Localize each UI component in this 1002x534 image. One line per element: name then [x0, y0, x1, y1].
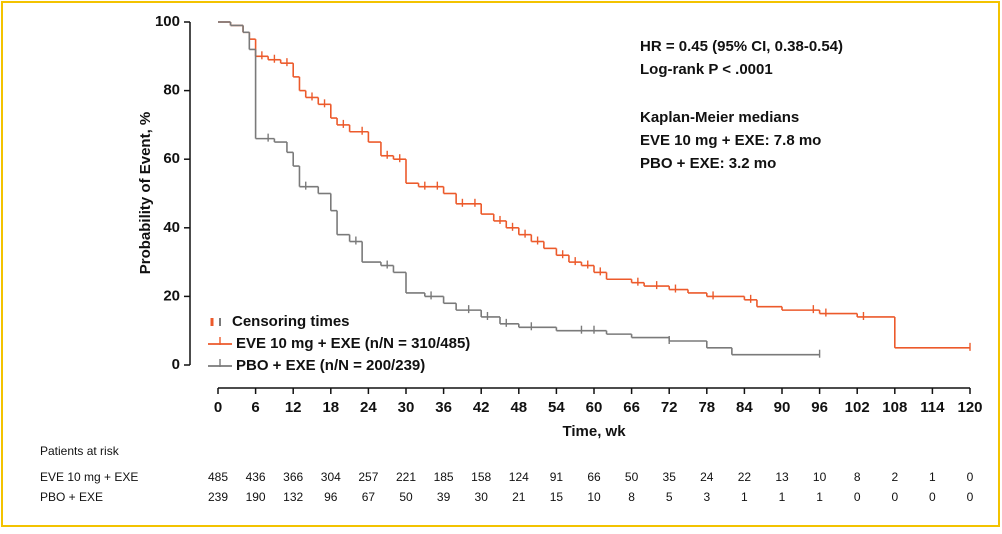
risk-count: 39 [437, 490, 451, 504]
risk-count: 15 [550, 490, 564, 504]
risk-count: 13 [775, 470, 789, 484]
x-tick-label: 72 [661, 399, 678, 416]
risk-title: Patients at risk [40, 444, 120, 458]
risk-count: 96 [324, 490, 338, 504]
x-tick-label: 78 [698, 399, 715, 416]
x-tick-label: 42 [473, 399, 490, 416]
legend-label: Censoring times [232, 313, 350, 330]
risk-count: 50 [399, 490, 413, 504]
y-tick-label: 100 [155, 13, 180, 30]
annotation: EVE 10 mg + EXE: 7.8 mo [640, 132, 821, 149]
x-axis-label: Time, wk [562, 423, 626, 440]
x-tick-label: 30 [398, 399, 415, 416]
risk-count: 1 [779, 490, 786, 504]
x-tick-label: 12 [285, 399, 302, 416]
risk-count: 485 [208, 470, 228, 484]
annotation: PBO + EXE: 3.2 mo [640, 155, 776, 172]
risk-count: 66 [587, 470, 601, 484]
risk-count: 8 [628, 490, 635, 504]
x-tick-label: 66 [623, 399, 640, 416]
annotation: Log-rank P < .0001 [640, 61, 773, 78]
risk-count: 190 [246, 490, 266, 504]
legend-label: EVE 10 mg + EXE (n/N = 310/485) [236, 335, 470, 352]
annotation: HR = 0.45 (95% CI, 0.38-0.54) [640, 38, 843, 55]
x-tick-label: 18 [322, 399, 339, 416]
risk-count: 185 [434, 470, 454, 484]
risk-count: 5 [666, 490, 673, 504]
risk-count: 0 [891, 490, 898, 504]
risk-count: 0 [967, 470, 974, 484]
y-axis-label: Probability of Event, % [137, 112, 154, 275]
risk-count: 124 [509, 470, 529, 484]
risk-count: 50 [625, 470, 639, 484]
risk-count: 10 [813, 470, 827, 484]
risk-count: 132 [283, 490, 303, 504]
risk-count: 1 [929, 470, 936, 484]
x-tick-label: 60 [586, 399, 603, 416]
x-tick-label: 84 [736, 399, 753, 416]
risk-count: 3 [703, 490, 710, 504]
risk-count: 1 [741, 490, 748, 504]
risk-count: 67 [362, 490, 376, 504]
risk-count: 0 [929, 490, 936, 504]
y-tick-label: 40 [163, 219, 180, 236]
risk-count: 24 [700, 470, 714, 484]
risk-count: 35 [663, 470, 677, 484]
risk-count: 91 [550, 470, 564, 484]
risk-count: 304 [321, 470, 341, 484]
x-tick-label: 108 [882, 399, 907, 416]
y-tick-label: 80 [163, 82, 180, 99]
risk-count: 0 [967, 490, 974, 504]
risk-count: 257 [358, 470, 378, 484]
x-tick-label: 96 [811, 399, 828, 416]
risk-count: 366 [283, 470, 303, 484]
risk-count: 158 [471, 470, 491, 484]
risk-count: 221 [396, 470, 416, 484]
x-tick-label: 6 [251, 399, 259, 416]
risk-count: 1 [816, 490, 823, 504]
risk-count: 0 [854, 490, 861, 504]
x-tick-label: 24 [360, 399, 377, 416]
x-tick-label: 48 [510, 399, 527, 416]
risk-count: 10 [587, 490, 601, 504]
x-tick-label: 54 [548, 399, 565, 416]
annotation: Kaplan-Meier medians [640, 109, 799, 126]
legend-label: PBO + EXE (n/N = 200/239) [236, 357, 425, 374]
risk-count: 30 [475, 490, 489, 504]
y-tick-label: 0 [172, 356, 180, 373]
y-tick-label: 20 [163, 287, 180, 304]
x-tick-label: 36 [435, 399, 452, 416]
risk-count: 21 [512, 490, 526, 504]
x-tick-label: 90 [774, 399, 791, 416]
risk-count: 2 [891, 470, 898, 484]
risk-row-name: PBO + EXE [40, 490, 103, 504]
risk-count: 239 [208, 490, 228, 504]
risk-count: 22 [738, 470, 752, 484]
y-tick-label: 60 [163, 150, 180, 167]
risk-count: 8 [854, 470, 861, 484]
x-tick-label: 0 [214, 399, 222, 416]
x-tick-label: 114 [920, 399, 945, 416]
x-tick-label: 120 [957, 399, 982, 416]
risk-row-name: EVE 10 mg + EXE [40, 470, 138, 484]
risk-count: 436 [246, 470, 266, 484]
x-tick-label: 102 [845, 399, 870, 416]
